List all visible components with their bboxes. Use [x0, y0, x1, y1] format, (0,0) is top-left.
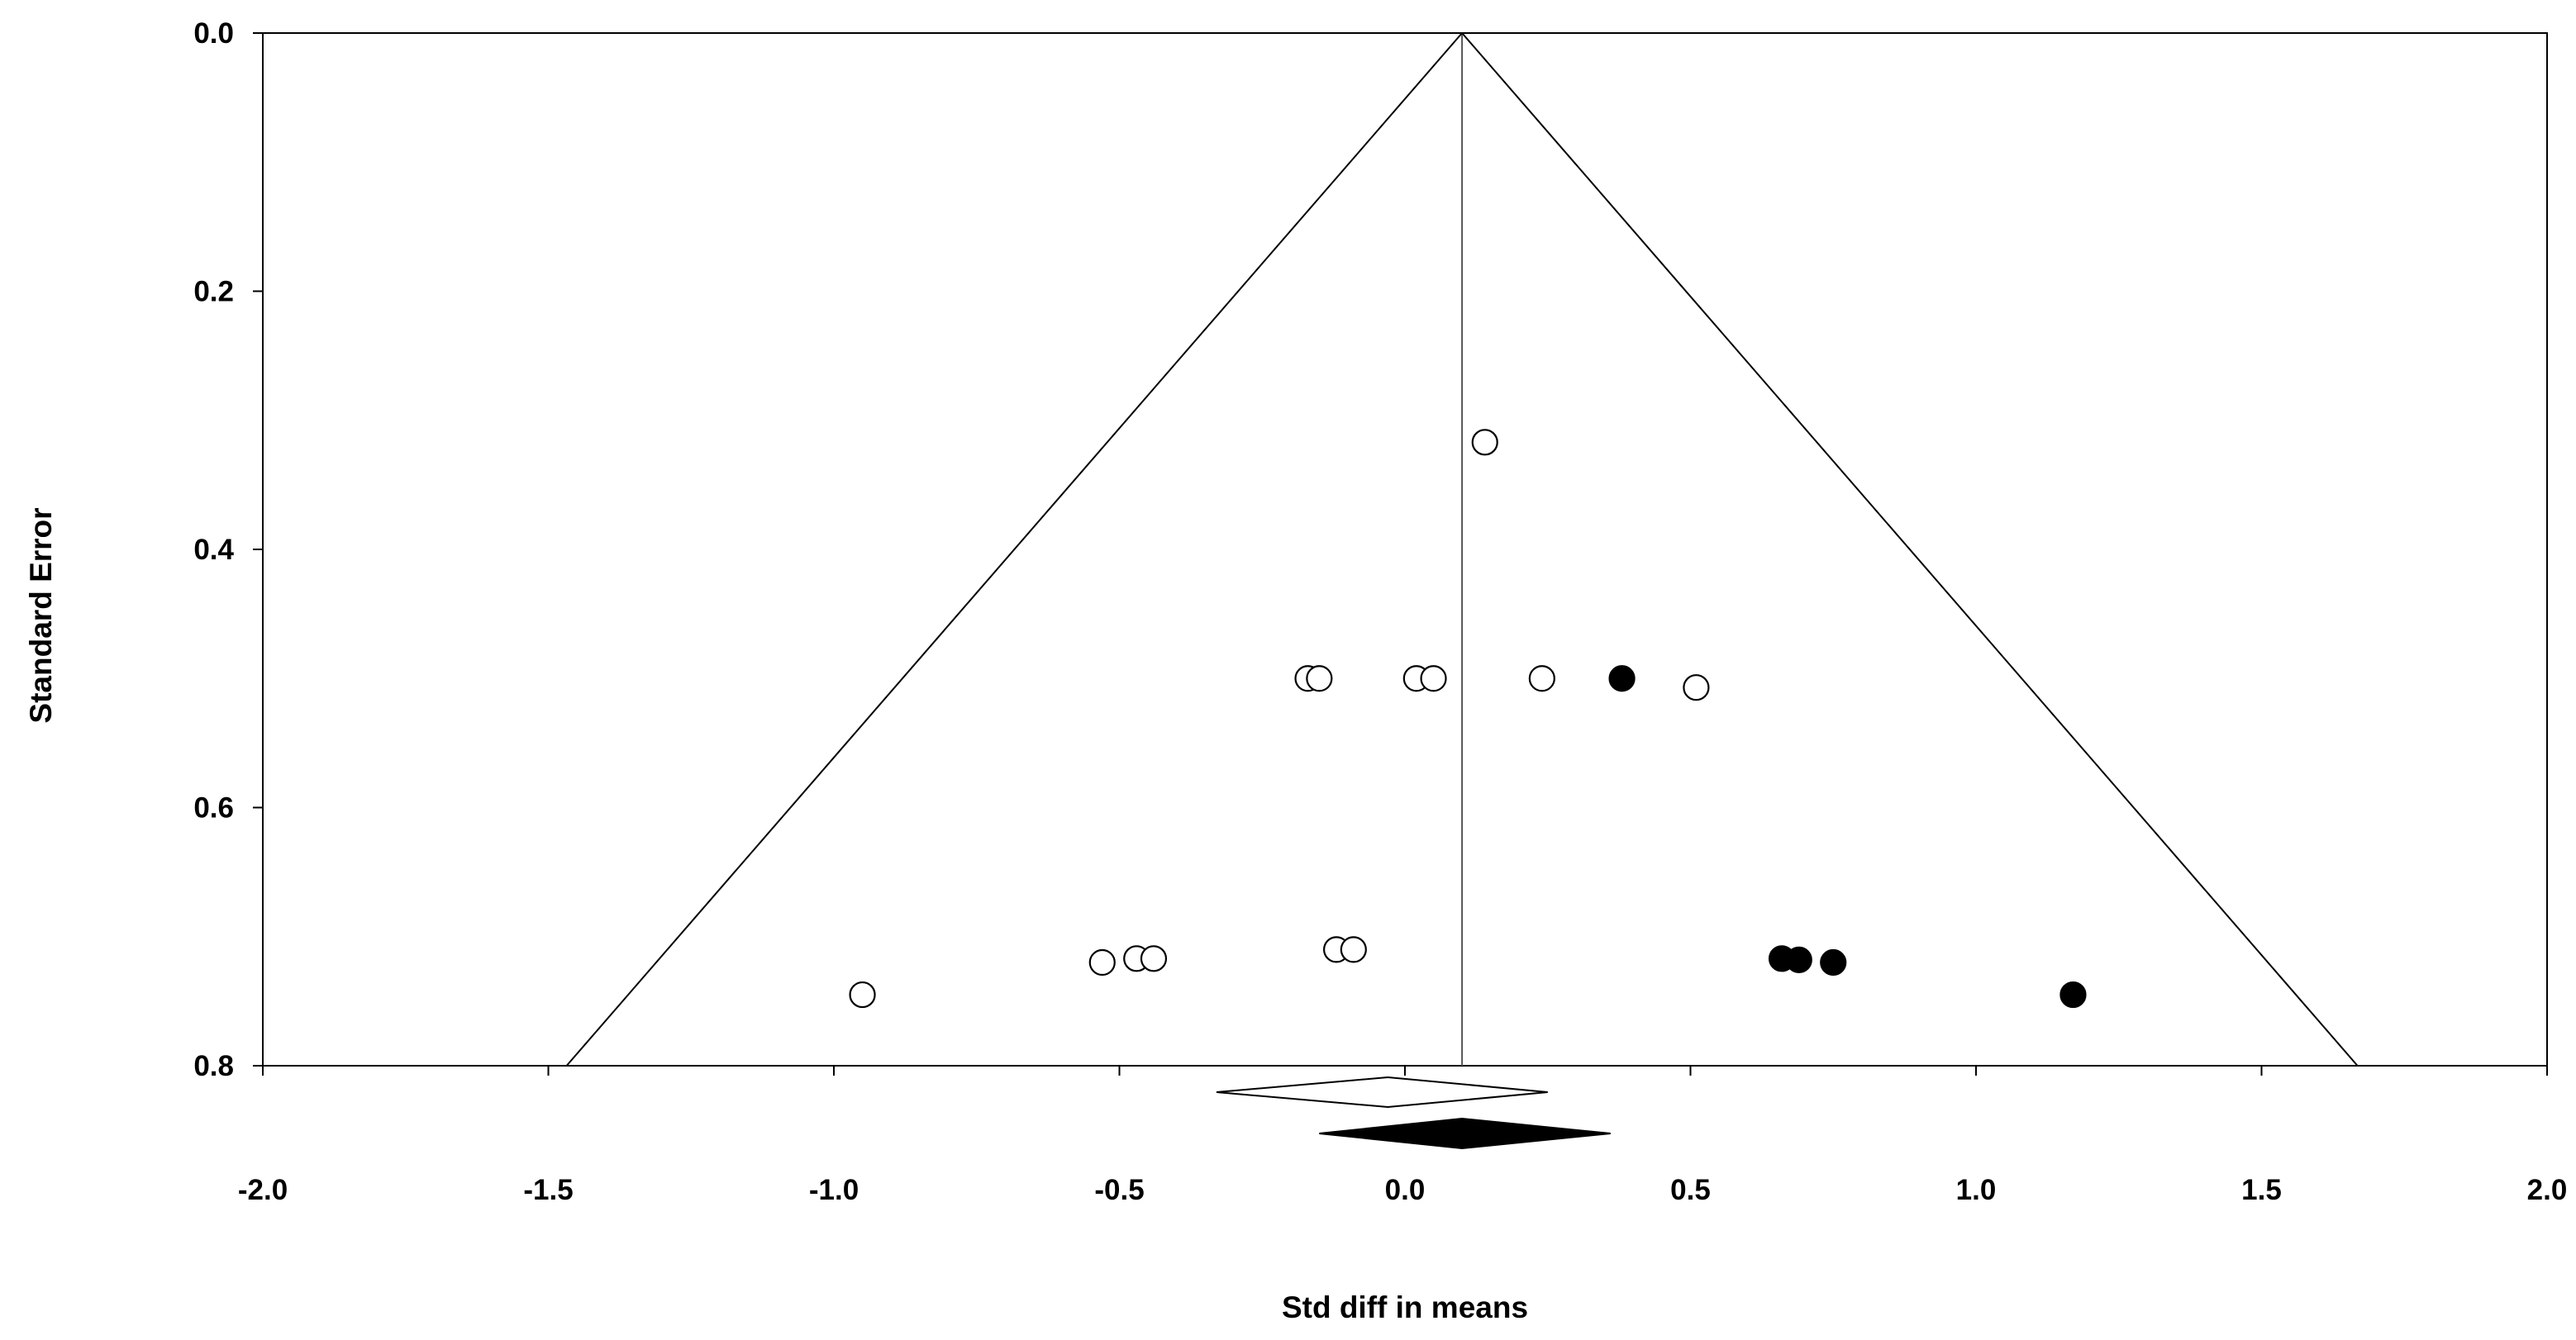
- y-axis-label: Standard Error: [24, 507, 58, 723]
- x-tick-label: 1.0: [1956, 1174, 1997, 1206]
- x-axis-label: Std diff in means: [1282, 1290, 1528, 1324]
- plot-area: [263, 33, 2547, 1066]
- observed-study-point: [1683, 675, 1708, 700]
- y-tick-label: 0.0: [193, 17, 234, 50]
- imputed-study-point: [1821, 950, 1845, 975]
- x-tick-label: 0.5: [1670, 1174, 1711, 1206]
- y-tick-label: 0.8: [193, 1050, 234, 1082]
- observed-study-point: [1530, 666, 1555, 691]
- x-tick-label: 0.0: [1385, 1174, 1426, 1206]
- imputed-study-point: [2060, 982, 2085, 1007]
- imputed-study-point: [1787, 948, 1812, 972]
- x-tick-label: 1.5: [2241, 1174, 2282, 1206]
- x-tick-label: -2.0: [238, 1174, 288, 1206]
- observed-study-point: [1421, 666, 1446, 691]
- observed-study-point: [1341, 937, 1366, 962]
- observed-summary-diamond: [1217, 1077, 1548, 1107]
- x-tick-label: -0.5: [1094, 1174, 1144, 1206]
- observed-study-point: [850, 982, 875, 1007]
- observed-study-point: [1473, 430, 1498, 454]
- y-tick-label: 0.4: [193, 534, 234, 566]
- x-tick-label: -1.0: [809, 1174, 859, 1206]
- observed-study-point: [1141, 946, 1166, 971]
- observed-study-point: [1307, 666, 1331, 691]
- y-tick-label: 0.6: [193, 792, 234, 824]
- y-tick-label: 0.2: [193, 276, 234, 308]
- observed-study-point: [1090, 950, 1115, 975]
- adjusted-summary-diamond: [1319, 1119, 1610, 1148]
- x-tick-label: 2.0: [2527, 1174, 2568, 1206]
- imputed-study-point: [1610, 666, 1635, 691]
- x-tick-label: -1.5: [523, 1174, 573, 1206]
